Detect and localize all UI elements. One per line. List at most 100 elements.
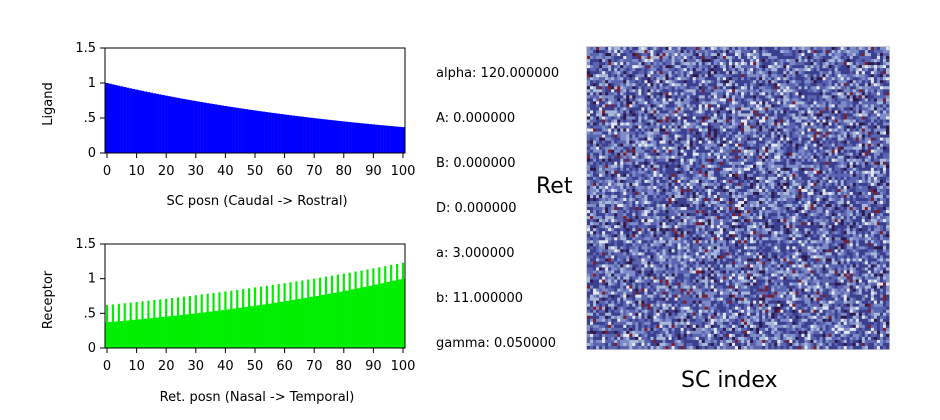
- ligand-bar: [185, 99, 189, 153]
- receptor-bar: [152, 317, 156, 348]
- receptor-bar: [149, 318, 153, 348]
- receptor-bar: [161, 317, 165, 348]
- receptor-bar: [348, 290, 352, 348]
- x-tick-label: 10: [128, 359, 145, 374]
- receptor-bar: [126, 320, 130, 348]
- ligand-bar: [256, 110, 260, 153]
- ligand-bar: [209, 103, 213, 153]
- receptor-bar: [209, 311, 213, 348]
- ligand-bar: [232, 107, 236, 153]
- receptor-bar: [114, 321, 118, 348]
- receptor-bar: [280, 301, 284, 348]
- receptor-bar: [300, 298, 304, 348]
- receptor-bar: [259, 304, 263, 348]
- receptor-bar: [108, 322, 112, 348]
- ligand-bar: [321, 119, 325, 153]
- ligand-bar: [398, 126, 402, 153]
- matrix-ylabel: Ret: [536, 174, 573, 199]
- ligand-bar: [380, 125, 384, 153]
- x-tick-label: 10: [128, 164, 145, 179]
- param-b: b: 11.000000: [436, 291, 524, 306]
- ligand-bar: [342, 121, 346, 153]
- ligand-bar: [280, 114, 284, 153]
- receptor-bar: [182, 314, 186, 348]
- ligand-bar: [161, 95, 165, 153]
- receptor-bar: [111, 321, 115, 348]
- receptor-bar: [368, 285, 373, 348]
- receptor-bar: [321, 294, 325, 348]
- receptor-bar: [395, 280, 399, 348]
- ligand-bar: [389, 126, 393, 153]
- ligand-bar: [167, 96, 171, 153]
- ligand-bar: [354, 122, 358, 153]
- ligand-bar: [268, 112, 272, 153]
- ligand-bar: [214, 104, 219, 153]
- y-axis-label: Ligand: [41, 82, 56, 126]
- ligand-bar: [401, 127, 405, 153]
- receptor-bar: [253, 305, 257, 348]
- receptor-bar: [398, 279, 402, 348]
- receptor-bar: [265, 304, 269, 348]
- x-tick-label: 100: [391, 164, 416, 179]
- receptor-bar: [191, 313, 195, 348]
- x-tick-label: 50: [247, 164, 264, 179]
- ligand-bar: [223, 105, 227, 153]
- receptor-bar: [309, 297, 313, 348]
- receptor-bar: [123, 320, 127, 348]
- ligand-bar: [132, 88, 136, 153]
- ligand-bar: [262, 111, 266, 153]
- ligand-bar: [149, 92, 153, 153]
- x-tick-label: 60: [276, 164, 293, 179]
- ligand-bar: [200, 102, 204, 153]
- ligand-bar: [211, 104, 216, 153]
- x-tick-label: 100: [391, 359, 416, 374]
- receptor-bar: [386, 282, 390, 348]
- x-tick-label: 90: [365, 359, 382, 374]
- receptor-bar: [336, 292, 340, 348]
- receptor-bar: [327, 293, 331, 348]
- ligand-bar: [226, 106, 230, 153]
- ligand-bar: [303, 117, 307, 153]
- ligand-bar: [383, 125, 387, 153]
- param-a: a: 3.000000: [436, 246, 515, 261]
- receptor-bar: [359, 287, 364, 348]
- receptor-bar: [129, 320, 133, 348]
- x-tick-label: 70: [306, 164, 323, 179]
- ligand-bar: [271, 112, 275, 153]
- receptor-bar: [164, 316, 168, 348]
- receptor-bar: [135, 319, 139, 348]
- ligand-bar: [362, 123, 367, 153]
- x-tick-label: 80: [336, 359, 353, 374]
- receptor-bar: [380, 283, 384, 348]
- receptor-bar: [197, 313, 201, 348]
- receptor-bar: [176, 315, 180, 348]
- receptor-bar: [247, 306, 251, 348]
- ligand-bar: [374, 124, 378, 153]
- receptor-bar: [392, 280, 396, 348]
- ligand-bar: [176, 97, 180, 153]
- x-tick-label: 40: [217, 359, 234, 374]
- receptor-bar: [362, 287, 367, 348]
- y-tick-label: .5: [84, 111, 96, 126]
- x-tick-label: 30: [188, 359, 205, 374]
- ligand-bar: [309, 117, 313, 153]
- y-tick-label: 1.5: [75, 237, 96, 252]
- ligand-bar: [173, 97, 177, 153]
- ligand-bar: [330, 120, 334, 153]
- ligand-bar: [179, 98, 183, 153]
- ligand-bar: [117, 85, 121, 153]
- receptor-bar: [179, 315, 183, 348]
- receptor-bar: [291, 300, 296, 348]
- param-alpha: alpha: 120.000000: [436, 66, 560, 81]
- ligand-bar: [114, 85, 118, 153]
- receptor-bar: [229, 309, 233, 348]
- y-tick-label: .5: [84, 306, 96, 321]
- ligand-bar: [250, 109, 254, 153]
- receptor-bar: [105, 322, 109, 348]
- ligand-bar: [291, 115, 296, 153]
- ligand-bar: [158, 94, 162, 153]
- receptor-bar: [194, 313, 198, 348]
- ligand-bar: [348, 122, 352, 153]
- receptor-bar: [342, 291, 346, 348]
